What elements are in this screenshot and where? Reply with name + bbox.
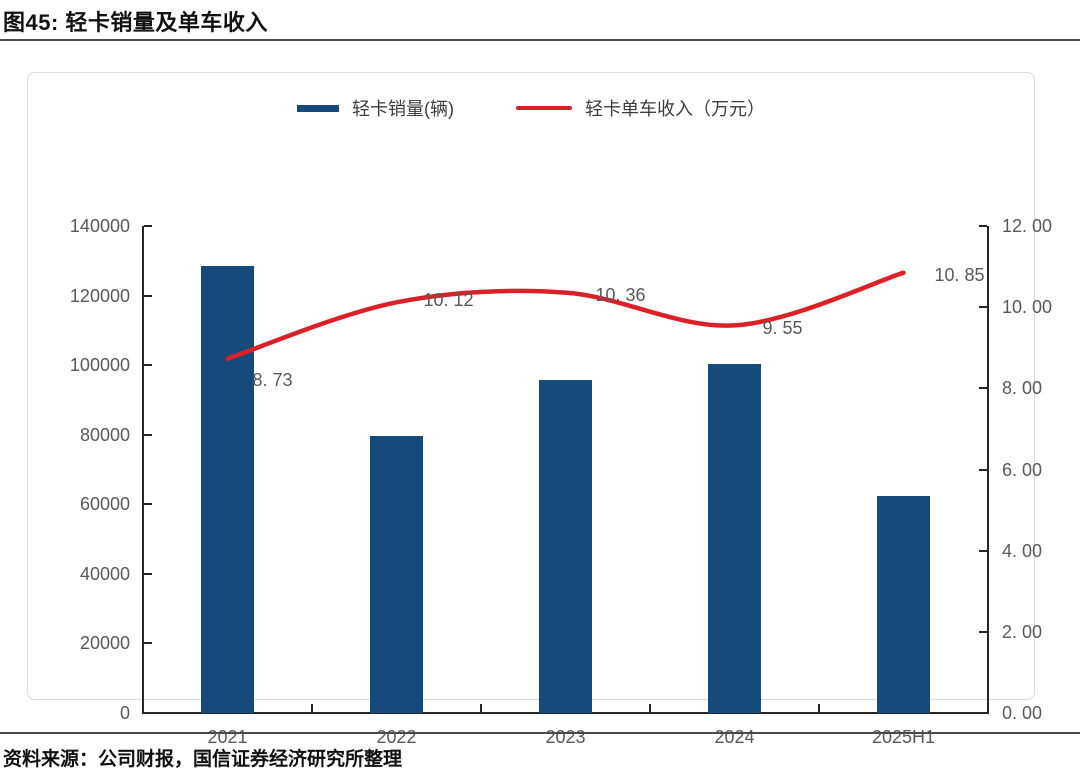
line-series-swatch <box>516 106 572 110</box>
right-axis-line <box>987 226 989 714</box>
left-axis-tick <box>144 572 152 575</box>
legend-label-sales: 轻卡销量(辆) <box>352 99 454 119</box>
legend-item-revenue: 轻卡单车收入（万元） <box>516 95 765 121</box>
point-label-2025H1: 10. 85 <box>934 264 985 285</box>
point-label-2024: 9. 55 <box>762 318 803 339</box>
left-axis-tick-label: 100000 <box>69 355 130 376</box>
left-axis-tick-label: 140000 <box>69 216 130 236</box>
left-axis-tick-label: 80000 <box>79 424 130 445</box>
left-axis-tick <box>144 433 152 436</box>
right-axis-tick-label: 4. 00 <box>1002 540 1043 561</box>
bar-2025H1 <box>877 495 930 713</box>
bar-2023 <box>539 379 592 713</box>
legend-item-sales: 轻卡销量(辆) <box>297 95 454 121</box>
left-axis-tick-label: 20000 <box>79 633 130 654</box>
right-axis-tick <box>979 630 987 633</box>
right-axis-tick-label: 8. 00 <box>1002 378 1043 399</box>
left-axis-tick <box>144 503 152 506</box>
bottom-axis-line <box>142 712 989 714</box>
right-axis-tick <box>979 468 987 471</box>
figure-title: 图45: 轻卡销量及单车收入 <box>3 10 268 35</box>
x-axis-tick <box>311 704 313 712</box>
x-axis-tick <box>480 704 482 712</box>
left-axis-tick <box>144 712 152 714</box>
point-label-2023: 10. 36 <box>595 284 646 305</box>
right-axis-tick <box>979 712 987 714</box>
right-axis-tick <box>979 225 987 227</box>
bar-2021 <box>201 265 254 713</box>
bar-2024 <box>708 364 761 713</box>
x-axis-tick <box>649 704 651 712</box>
bar-2022 <box>370 436 423 713</box>
left-axis-tick-label: 0 <box>119 703 130 723</box>
left-axis-tick-label: 120000 <box>69 285 130 306</box>
legend-label-revenue: 轻卡单车收入（万元） <box>585 99 765 119</box>
right-axis-tick <box>979 306 987 309</box>
bar-series-swatch <box>297 104 339 112</box>
right-axis-tick-label: 10. 00 <box>1002 297 1053 318</box>
x-axis-label: 2023 <box>545 727 586 747</box>
x-axis-label: 2025H1 <box>871 727 936 747</box>
right-axis-tick-label: 6. 00 <box>1002 459 1043 480</box>
x-axis-label: 2024 <box>714 727 755 747</box>
right-axis-tick <box>979 549 987 552</box>
source-rule <box>0 732 1080 734</box>
point-label-2022: 10. 12 <box>423 290 474 311</box>
left-axis-tick <box>144 294 152 297</box>
left-axis-line <box>142 226 144 714</box>
left-axis-tick-label: 60000 <box>79 494 130 515</box>
source-text: 资料来源：公司财报，国信证券经济研究所整理 <box>3 749 403 770</box>
right-axis-tick-label: 12. 00 <box>1002 216 1053 236</box>
right-axis-tick <box>979 387 987 390</box>
chart-container: 轻卡销量(辆) 轻卡单车收入（万元） 0 20000 40000 60000 80000… <box>27 72 1052 747</box>
right-axis-tick-label: 2. 00 <box>1002 621 1043 642</box>
legend: 轻卡销量(辆) 轻卡单车收入（万元） <box>28 95 1034 121</box>
left-axis-tick <box>144 642 152 645</box>
left-axis-tick <box>144 225 152 227</box>
revenue-line-layer <box>225 270 906 361</box>
left-axis-tick <box>144 364 152 367</box>
x-axis-tick <box>818 704 820 712</box>
title-rule <box>0 39 1080 41</box>
left-axis-tick-label: 40000 <box>79 563 130 584</box>
right-axis-tick-label: 0. 00 <box>1002 703 1043 723</box>
plot-area: 0 20000 40000 60000 80000 100000 120000 140000 0… <box>70 216 1052 747</box>
point-label-2021: 8. 73 <box>252 369 293 390</box>
revenue-line <box>225 270 906 361</box>
